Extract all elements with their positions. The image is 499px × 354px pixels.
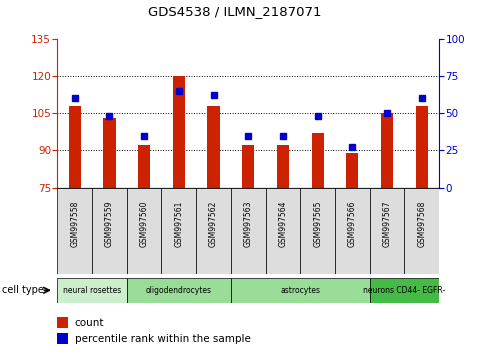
Text: GSM997561: GSM997561 [174,201,183,247]
Bar [138,145,150,188]
Bar [127,278,231,303]
Bar [311,133,324,188]
Text: GSM997560: GSM997560 [140,201,149,247]
Bar [231,188,265,274]
Bar [196,188,231,274]
Bar [69,106,81,188]
Bar [242,145,254,188]
Bar [57,278,127,303]
Bar [208,106,220,188]
Text: GSM997559: GSM997559 [105,201,114,247]
Text: percentile rank within the sample: percentile rank within the sample [75,334,250,344]
Text: astrocytes: astrocytes [280,286,320,295]
Text: GSM997566: GSM997566 [348,201,357,247]
Text: neurons CD44- EGFR-: neurons CD44- EGFR- [363,286,446,295]
Text: cell type: cell type [2,285,44,295]
Text: oligodendrocytes: oligodendrocytes [146,286,212,295]
Bar [277,145,289,188]
Bar [127,188,162,274]
Text: GSM997565: GSM997565 [313,201,322,247]
Bar [92,188,127,274]
Bar [57,333,68,344]
Text: GSM997563: GSM997563 [244,201,253,247]
Bar [173,76,185,188]
Bar [162,188,196,274]
Bar [381,113,393,188]
Bar [57,317,68,329]
Bar [335,188,370,274]
Bar [103,118,115,188]
Bar [346,153,358,188]
Text: count: count [75,318,104,328]
Bar [57,188,92,274]
Text: neural rosettes: neural rosettes [63,286,121,295]
Bar [370,188,404,274]
Text: GSM997558: GSM997558 [70,201,79,247]
Bar [300,188,335,274]
Text: GSM997567: GSM997567 [383,201,392,247]
Bar [404,188,439,274]
Bar [231,278,370,303]
Text: GSM997564: GSM997564 [278,201,287,247]
Text: GSM997568: GSM997568 [417,201,426,247]
Bar [416,106,428,188]
Text: GDS4538 / ILMN_2187071: GDS4538 / ILMN_2187071 [148,5,321,18]
Bar [370,278,439,303]
Bar [265,188,300,274]
Text: GSM997562: GSM997562 [209,201,218,247]
